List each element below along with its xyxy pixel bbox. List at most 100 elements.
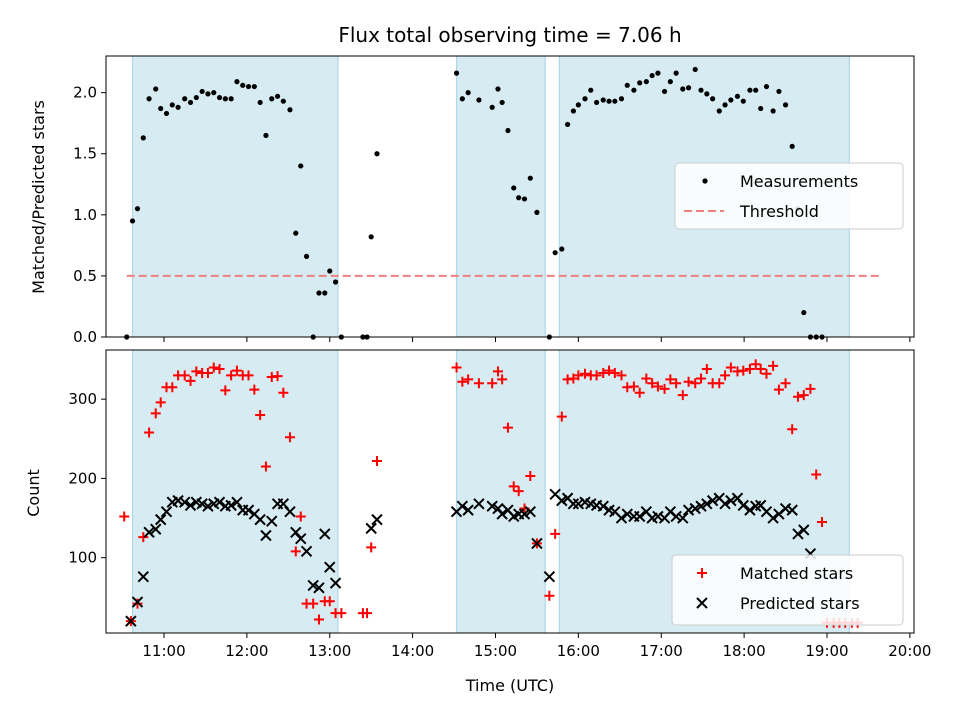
predicted-star-point	[329, 577, 342, 589]
matched-star-point	[591, 370, 602, 381]
matched-star-point	[798, 390, 809, 401]
measurement-point	[269, 96, 275, 102]
predicted-star-point	[798, 524, 810, 536]
matched-star-point	[659, 383, 670, 394]
measurement-point	[140, 135, 146, 141]
predicted-star-point	[300, 545, 313, 558]
top-y-tick-label: 0.5	[73, 267, 97, 285]
matched-star-point	[725, 362, 736, 373]
measurement-point	[228, 96, 234, 102]
matched-star-point	[150, 408, 161, 419]
predicted-star-point	[365, 522, 377, 535]
matched-star-point	[641, 373, 652, 384]
predicted-star-point	[767, 512, 779, 524]
top-observing-interval-0	[132, 56, 339, 337]
predicted-star-point	[172, 494, 184, 507]
matched-star-point	[243, 370, 254, 381]
top-y-tick-label: 1.5	[73, 145, 97, 163]
measurement-point	[782, 102, 789, 108]
predicted-star-point	[677, 512, 689, 524]
x-tick-label: 16:00	[557, 642, 600, 660]
measurement-point	[704, 91, 710, 97]
measurement-point	[606, 98, 612, 104]
predicted-star-point	[543, 571, 556, 583]
matched-star-point	[665, 374, 676, 385]
x-tick-label: 11:00	[142, 642, 185, 660]
matched-star-point	[497, 374, 508, 385]
bottom-y-tick-label: 200	[68, 469, 97, 487]
measurement-point	[588, 87, 594, 93]
predicted-stars-legend-label: Predicted stars	[740, 594, 860, 613]
matched-star-point	[324, 596, 335, 607]
predicted-star-point	[682, 504, 695, 516]
top-axes-frame	[105, 55, 915, 338]
measurement-point	[570, 108, 576, 114]
matched-star-point	[817, 517, 828, 528]
matched-star-point	[628, 381, 639, 392]
matched-star-point	[773, 384, 784, 395]
measurement-point	[205, 91, 211, 97]
measurement-point	[327, 268, 333, 274]
measurement-point	[559, 246, 565, 252]
measurement-point	[222, 96, 228, 102]
measurement-point	[776, 88, 782, 95]
matched-star-point	[202, 367, 213, 378]
measurement-point	[728, 97, 734, 103]
predicted-star-point	[496, 508, 508, 520]
matched-star-point	[761, 368, 772, 379]
matched-star-point	[457, 376, 468, 387]
matched-star-point	[750, 359, 761, 370]
matched-star-point	[226, 370, 237, 381]
predicted-star-point	[719, 498, 731, 510]
measurement-point	[710, 96, 716, 102]
measurement-point	[489, 104, 495, 110]
predicted-star-point	[196, 498, 208, 510]
measurement-point	[187, 99, 194, 106]
matched-star-point	[208, 362, 219, 373]
matched-star-point	[744, 364, 755, 375]
predicted-star-point	[462, 504, 474, 516]
bottom-legend-box	[671, 554, 904, 626]
predicted-star-point	[572, 498, 585, 510]
matched-star-point	[525, 471, 536, 482]
predicted-star-point	[725, 494, 737, 507]
measurement-point	[211, 90, 217, 96]
predicted-star-point	[150, 523, 162, 535]
matched-star-point	[720, 370, 731, 381]
measurement-point	[624, 82, 630, 88]
predicted-star-point	[143, 526, 155, 539]
measurement-point	[293, 230, 299, 236]
measurement-point	[667, 79, 673, 85]
matched-star-point	[191, 366, 202, 377]
matched-star-point	[284, 432, 295, 443]
matched-star-point	[598, 367, 609, 378]
measurement-point	[594, 99, 600, 106]
matched-star-point	[362, 608, 373, 619]
x-tick-label: 20:00	[888, 642, 931, 660]
matched-stars-legend-marker	[697, 568, 707, 578]
measurement-point	[722, 102, 728, 108]
matched-star-point	[556, 411, 567, 422]
measurement-point	[740, 98, 746, 104]
predicted-star-point	[456, 500, 469, 512]
measurement-point	[368, 234, 374, 240]
matched-star-point	[677, 390, 688, 401]
measurement-point	[692, 66, 698, 73]
matched-star-point	[138, 532, 149, 543]
measurement-point	[499, 99, 505, 106]
measurement-point	[631, 87, 637, 93]
measurement-point	[322, 290, 328, 296]
matched-star-point	[502, 422, 513, 433]
measurement-point	[476, 97, 482, 103]
matched-star-point	[616, 370, 627, 381]
predicted-star-point	[202, 500, 214, 512]
top-y-tick-label: 0.0	[73, 328, 97, 346]
matched-star-point	[371, 455, 382, 466]
predicted-star-point	[260, 529, 272, 542]
bottom-panel: 100 200 300 11:00 12:00 13:00 14:00 15:00 16:00 1…	[68, 349, 931, 660]
top-observing-interval-1	[456, 56, 546, 337]
measurement-point	[637, 80, 643, 86]
predicted-star-point	[473, 498, 485, 510]
bottom-y-tick-label: 300	[68, 390, 97, 408]
